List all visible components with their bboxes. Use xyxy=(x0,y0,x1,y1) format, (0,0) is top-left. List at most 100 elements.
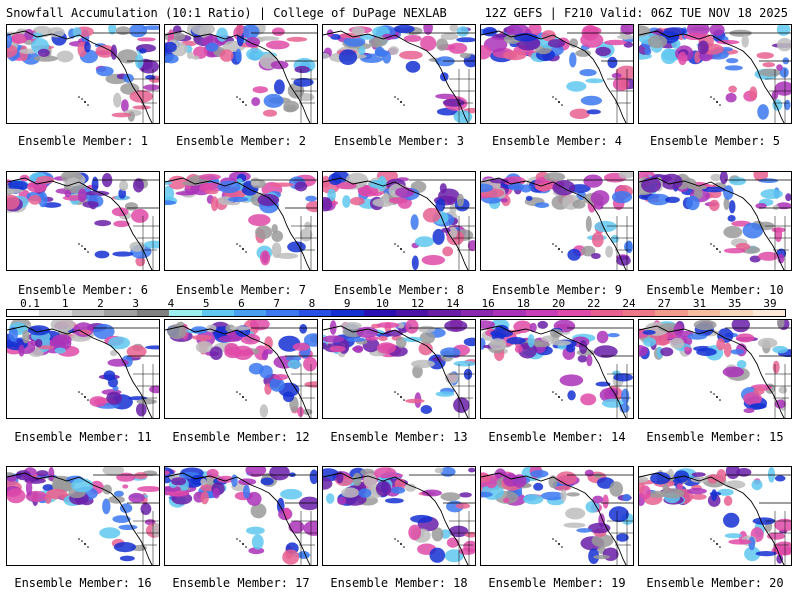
colorbar-swatch xyxy=(623,310,656,316)
snowfall-map xyxy=(481,320,633,418)
ensemble-map-panel xyxy=(322,319,476,419)
snowfall-map xyxy=(323,467,475,565)
colorbar-swatch xyxy=(558,310,591,316)
colorbar-tick-label: 24 xyxy=(622,297,636,310)
ensemble-member-label: Ensemble Member: 12 xyxy=(172,430,310,444)
ensemble-map-panel xyxy=(480,319,634,419)
ensemble-member-label: Ensemble Member: 20 xyxy=(646,576,784,590)
colorbar-tick-label: 5 xyxy=(202,297,210,310)
snowfall-map xyxy=(481,467,633,565)
colorbar-tick-label: 22 xyxy=(587,297,601,310)
ensemble-map-panel xyxy=(164,171,318,271)
colorbar-tick-label: 31 xyxy=(692,297,707,310)
colorbar-tick-label: 10 xyxy=(375,297,389,310)
snowfall-map xyxy=(7,467,159,565)
ensemble-member-label: Ensemble Member: 9 xyxy=(491,283,623,297)
ensemble-member-label: Ensemble Member: 3 xyxy=(333,134,465,148)
colorbar-tick-label: 35 xyxy=(728,297,742,310)
colorbar xyxy=(6,309,786,317)
colorbar-swatch xyxy=(363,310,397,316)
colorbar-tick-label: 3 xyxy=(132,297,140,310)
ensemble-map-panel xyxy=(480,466,634,566)
colorbar-tick-label: 0.1 xyxy=(20,297,40,310)
snowfall-map xyxy=(165,25,317,123)
header-left-title: Snowfall Accumulation (10:1 Ratio) | Col… xyxy=(6,6,447,20)
colorbar-swatch xyxy=(525,310,559,316)
colorbar-swatch xyxy=(233,310,267,316)
snowfall-map xyxy=(323,25,475,123)
colorbar-tick-label: 14 xyxy=(446,297,460,310)
colorbar-swatch xyxy=(169,310,202,316)
colorbar-swatch xyxy=(331,310,364,316)
colorbar-tick-label: 39 xyxy=(763,297,777,310)
ensemble-map-panel xyxy=(6,24,160,124)
snowfall-map xyxy=(639,320,791,418)
colorbar-tick-label: 27 xyxy=(657,297,671,310)
ensemble-member-label: Ensemble Member: 13 xyxy=(330,430,468,444)
ensemble-map-panel xyxy=(480,24,634,124)
colorbar-swatch xyxy=(396,310,429,316)
ensemble-member-label: Ensemble Member: 2 xyxy=(175,134,307,148)
snowfall-map xyxy=(639,25,791,123)
ensemble-member-label: Ensemble Member: 16 xyxy=(14,576,152,590)
ensemble-map-panel xyxy=(322,24,476,124)
ensemble-member-label: Ensemble Member: 8 xyxy=(333,283,465,297)
ensemble-map-panel xyxy=(6,171,160,271)
ensemble-map-panel xyxy=(164,24,318,124)
colorbar-swatch xyxy=(71,310,105,316)
colorbar-swatch xyxy=(687,310,721,316)
colorbar-tick-label: 6 xyxy=(238,297,245,310)
ensemble-member-label: Ensemble Member: 10 xyxy=(646,283,784,297)
colorbar-tick-label: 9 xyxy=(343,297,351,310)
colorbar-tick-label: 7 xyxy=(273,297,280,310)
ensemble-member-label: Ensemble Member: 11 xyxy=(14,430,152,444)
ensemble-member-label: Ensemble Member: 6 xyxy=(17,283,149,297)
snowfall-map xyxy=(481,172,633,270)
colorbar-tick-label: 2 xyxy=(97,297,104,310)
ensemble-map-panel xyxy=(638,24,792,124)
ensemble-map-panel xyxy=(322,466,476,566)
colorbar-tick-label: 1 xyxy=(61,297,69,310)
colorbar-swatch xyxy=(460,310,494,316)
ensemble-map-panel xyxy=(322,171,476,271)
ensemble-map-panel xyxy=(480,171,634,271)
snowfall-map xyxy=(323,320,475,418)
colorbar-swatch xyxy=(752,310,786,316)
ensemble-member-label: Ensemble Member: 1 xyxy=(17,134,149,148)
ensemble-member-label: Ensemble Member: 14 xyxy=(488,430,626,444)
ensemble-map-panel xyxy=(6,319,160,419)
ensemble-map-panel xyxy=(6,466,160,566)
ensemble-member-label: Ensemble Member: 7 xyxy=(175,283,307,297)
colorbar-swatch xyxy=(720,310,753,316)
snowfall-map xyxy=(165,320,317,418)
colorbar-swatch xyxy=(136,310,170,316)
snowfall-map xyxy=(7,320,159,418)
snowfall-map xyxy=(7,25,159,123)
snowfall-map xyxy=(639,467,791,565)
ensemble-member-label: Ensemble Member: 15 xyxy=(646,430,784,444)
colorbar-swatch xyxy=(493,310,526,316)
snowfall-map xyxy=(7,172,159,270)
snowfall-map xyxy=(481,25,633,123)
colorbar-tick-label: 4 xyxy=(167,297,175,310)
ensemble-member-label: Ensemble Member: 4 xyxy=(491,134,623,148)
ensemble-member-label: Ensemble Member: 17 xyxy=(172,576,310,590)
ensemble-map-panel xyxy=(638,319,792,419)
colorbar-swatch xyxy=(655,310,688,316)
snowfall-map xyxy=(639,172,791,270)
snowfall-map xyxy=(165,172,317,270)
colorbar-tick-label: 18 xyxy=(516,297,530,310)
ensemble-member-label: Ensemble Member: 5 xyxy=(649,134,781,148)
colorbar-swatch xyxy=(298,310,332,316)
colorbar-tick-label: 16 xyxy=(481,297,495,310)
colorbar-swatch xyxy=(104,310,137,316)
ensemble-map-panel xyxy=(164,319,318,419)
ensemble-map-panel xyxy=(164,466,318,566)
ensemble-member-label: Ensemble Member: 19 xyxy=(488,576,626,590)
snowfall-map xyxy=(323,172,475,270)
colorbar-swatch xyxy=(201,310,234,316)
colorbar-swatch xyxy=(266,310,299,316)
colorbar-tick-label: 8 xyxy=(308,297,316,310)
colorbar-tick-label: 20 xyxy=(551,297,566,310)
colorbar-swatch xyxy=(7,310,40,316)
